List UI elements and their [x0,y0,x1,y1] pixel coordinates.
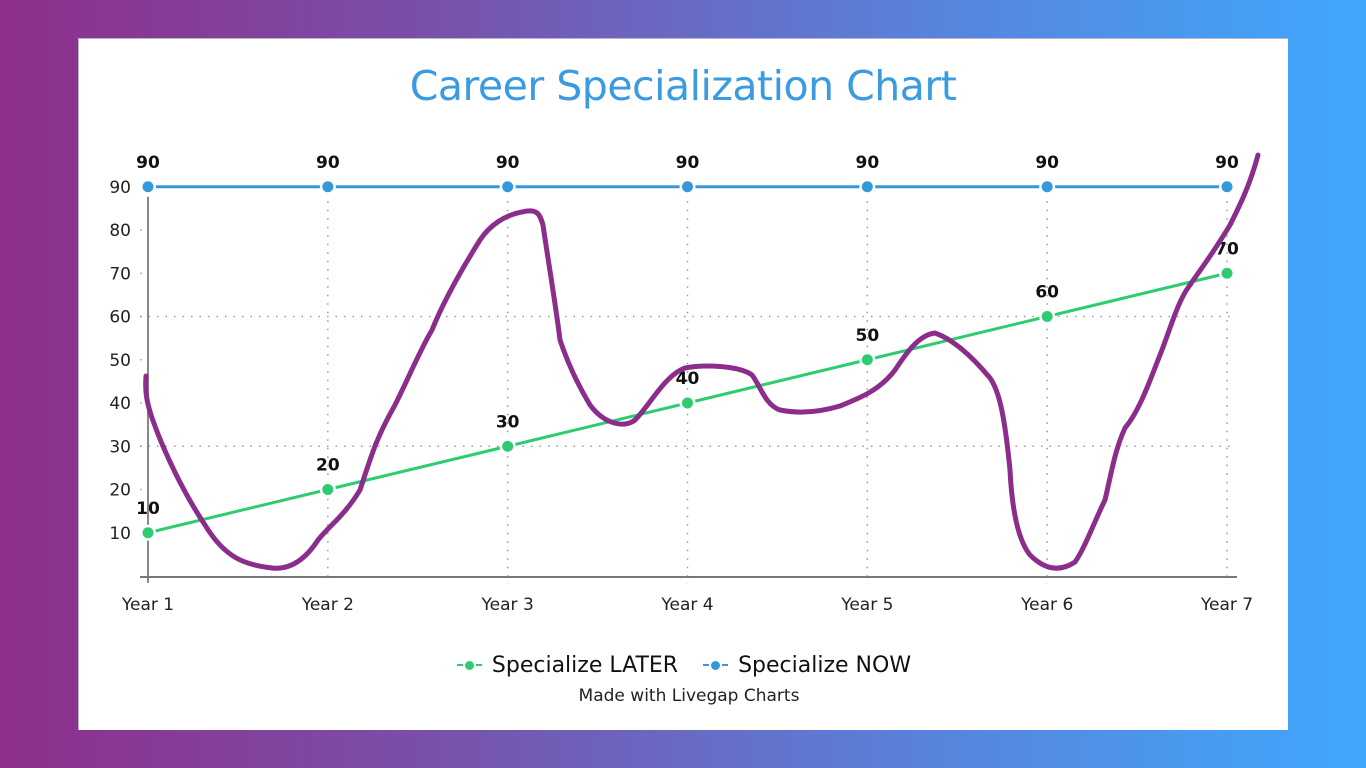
credit-text: Made with Livegap Charts [578,686,800,706]
data-point[interactable] [142,181,154,193]
data-point[interactable] [502,440,514,452]
legend-marker-green-icon [455,660,484,670]
legend-item-specialize-later[interactable]: Specialize LATER [455,653,678,678]
y-tick-label: 60 [109,308,131,328]
x-tick-label: Year 3 [481,595,534,615]
data-point[interactable] [1221,267,1233,279]
data-label: 40 [676,369,700,389]
data-point[interactable] [322,181,334,193]
chart-title: Career Specialization Chart [409,62,957,110]
data-labels: 10 20 30 40 50 60 70 90 90 90 90 90 90 90 [136,153,1239,519]
y-tick-label: 10 [109,524,131,544]
y-tick-label: 40 [109,394,131,414]
data-label: 30 [496,412,520,432]
data-label: 90 [1215,153,1239,173]
data-point[interactable] [1041,181,1053,193]
data-point[interactable] [682,397,693,409]
legend-item-specialize-now[interactable]: Specialize NOW [701,653,911,678]
data-label: 70 [1215,239,1239,259]
data-point[interactable] [861,181,873,193]
legend-label: Specialize NOW [738,652,912,678]
gridlines [140,192,1235,584]
x-tick-label: Year 7 [1200,595,1253,615]
x-tick-label: Year 5 [840,595,893,615]
y-tick-label: 20 [109,481,131,501]
legend-marker-blue-icon [701,660,730,670]
data-label: 90 [676,153,700,173]
data-point[interactable] [1221,181,1233,193]
y-tick-label: 90 [109,178,131,198]
data-label: 60 [1035,283,1059,303]
data-point[interactable] [1041,311,1053,322]
x-tick-label: Year 2 [301,595,354,615]
legend-label: Specialize LATER [491,652,679,678]
data-point[interactable] [322,484,334,495]
y-tick-label: 80 [109,221,131,241]
data-label: 20 [316,456,340,476]
data-label: 90 [136,153,160,173]
data-label: 90 [316,153,340,173]
data-point[interactable] [142,527,154,539]
chart-legend: Specialize LATER Specialize NOW [0,647,1366,678]
y-tick-label: 30 [109,437,131,457]
chart-card [78,38,1288,730]
data-label: 90 [855,153,879,173]
data-point[interactable] [502,181,514,193]
data-label: 90 [496,153,520,173]
freehand-annotation [143,152,1261,571]
y-tick-label: 50 [109,351,131,371]
y-tick-label: 70 [109,264,131,284]
x-tick-label: Year 1 [121,595,174,615]
series-lines [140,178,1235,541]
data-label: 90 [1035,153,1059,173]
data-label: 10 [136,499,160,519]
x-tick-label: Year 4 [660,595,713,615]
data-point[interactable] [861,354,873,366]
data-point[interactable] [682,181,693,193]
data-label: 50 [855,326,879,346]
x-tick-label: Year 6 [1020,595,1073,615]
